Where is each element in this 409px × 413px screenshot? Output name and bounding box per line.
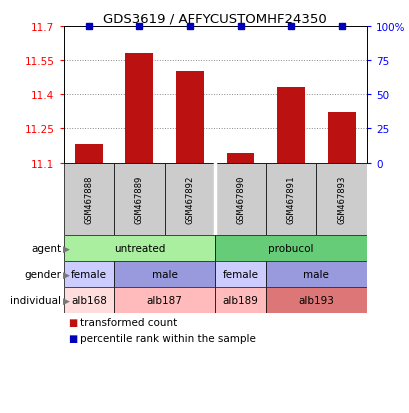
Text: GSM467892: GSM467892 <box>185 175 194 223</box>
Bar <box>114 261 215 287</box>
Text: ■: ■ <box>67 333 77 343</box>
Bar <box>63 163 114 235</box>
Bar <box>276 88 304 163</box>
Text: ▶: ▶ <box>63 296 70 305</box>
Bar <box>316 163 366 235</box>
Bar <box>75 145 103 163</box>
Text: alb187: alb187 <box>146 295 182 306</box>
Bar <box>63 235 215 261</box>
Text: alb189: alb189 <box>222 295 258 306</box>
Text: GSM467890: GSM467890 <box>236 175 245 223</box>
Text: GSM467888: GSM467888 <box>84 175 93 223</box>
Text: gender: gender <box>25 269 61 280</box>
Bar <box>265 261 366 287</box>
Text: ▶: ▶ <box>63 244 70 253</box>
Text: percentile rank within the sample: percentile rank within the sample <box>80 333 255 343</box>
Bar <box>215 163 265 235</box>
Bar <box>63 287 114 313</box>
Bar <box>327 113 355 163</box>
Text: ▶: ▶ <box>63 270 70 279</box>
Text: male: male <box>151 269 177 280</box>
Text: GSM467891: GSM467891 <box>286 175 295 223</box>
Text: alb168: alb168 <box>71 295 106 306</box>
Bar <box>215 235 366 261</box>
Bar <box>265 163 316 235</box>
Bar <box>175 72 203 163</box>
Text: female: female <box>222 269 258 280</box>
Text: GSM467893: GSM467893 <box>336 175 345 223</box>
Text: transformed count: transformed count <box>80 318 177 328</box>
Bar <box>215 261 265 287</box>
Bar <box>226 154 254 163</box>
Bar <box>164 163 215 235</box>
Text: male: male <box>303 269 328 280</box>
Text: GSM467889: GSM467889 <box>135 175 144 223</box>
Text: individual: individual <box>11 295 61 306</box>
Text: agent: agent <box>31 243 61 254</box>
Bar <box>114 163 164 235</box>
Text: ■: ■ <box>67 318 77 328</box>
Bar <box>125 54 153 163</box>
Bar <box>63 261 114 287</box>
Text: female: female <box>71 269 107 280</box>
Text: untreated: untreated <box>113 243 165 254</box>
Text: alb193: alb193 <box>298 295 333 306</box>
Bar <box>114 287 215 313</box>
Text: probucol: probucol <box>268 243 313 254</box>
Bar <box>265 287 366 313</box>
Bar <box>215 287 265 313</box>
Title: GDS3619 / AFFYCUSTOMHF24350: GDS3619 / AFFYCUSTOMHF24350 <box>103 13 326 26</box>
